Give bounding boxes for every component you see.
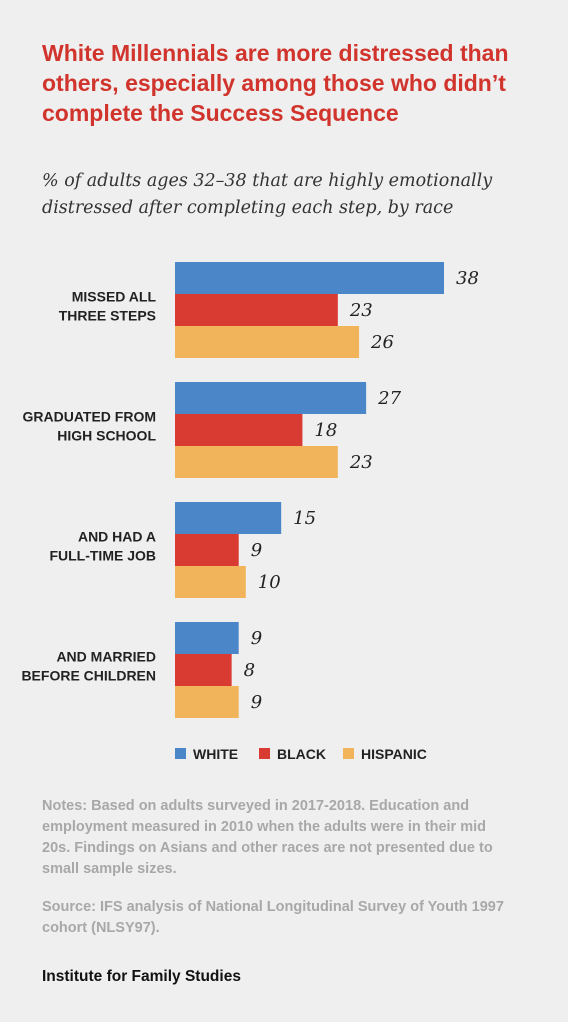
bar-hispanic — [175, 326, 360, 358]
data-label: 8 — [244, 660, 255, 681]
chart-subtitle: % of adults ages 32–38 that are highly e… — [42, 171, 493, 218]
category-label: GRADUATED FROM — [22, 409, 156, 425]
legend-label: BLACK — [277, 746, 326, 762]
bar-black — [175, 414, 303, 446]
legend-swatch-black — [259, 748, 270, 759]
legend-swatch-white — [175, 748, 186, 759]
data-label: 9 — [251, 540, 262, 561]
bar-white — [175, 622, 239, 654]
publisher-credit: Institute for Family Studies — [42, 968, 241, 985]
category-label: AND MARRIED — [56, 649, 156, 665]
bar-hispanic — [175, 446, 338, 478]
legend-label: HISPANIC — [361, 746, 427, 762]
category-label: MISSED ALL — [72, 289, 157, 305]
category-label: AND HAD A — [78, 529, 156, 545]
legend-label: WHITE — [193, 746, 238, 762]
legend-swatch-hispanic — [343, 748, 354, 759]
bar-black — [175, 654, 232, 686]
category-label: BEFORE CHILDREN — [21, 668, 156, 684]
data-label: 26 — [370, 332, 394, 353]
data-label: 23 — [349, 452, 373, 473]
bar-white — [175, 382, 367, 414]
category-label: HIGH SCHOOL — [57, 428, 156, 444]
data-label: 9 — [251, 692, 262, 713]
data-label: 10 — [258, 572, 281, 593]
chart-source: Source: IFS analysis of National Longitu… — [42, 899, 504, 936]
bar-white — [175, 502, 282, 534]
data-label: 15 — [293, 508, 316, 529]
category-label: FULL-TIME JOB — [49, 548, 156, 564]
category-label: THREE STEPS — [59, 308, 156, 324]
bar-white — [175, 262, 444, 294]
chart-notes: Notes: Based on adults surveyed in 2017-… — [42, 798, 493, 877]
data-label: 18 — [314, 420, 337, 441]
bar-chart: MISSED ALL THREE STEPS 38 23 26 GRADUATED FRO… — [21, 262, 479, 762]
data-label: 38 — [456, 268, 479, 289]
data-label: 9 — [251, 628, 262, 649]
bar-hispanic — [175, 566, 246, 598]
bar-hispanic — [175, 686, 239, 718]
data-label: 23 — [349, 300, 373, 321]
data-label: 27 — [377, 388, 401, 409]
bar-black — [175, 534, 239, 566]
bar-black — [175, 294, 338, 326]
chart-title: White Millennials are more distressed th… — [42, 40, 509, 126]
